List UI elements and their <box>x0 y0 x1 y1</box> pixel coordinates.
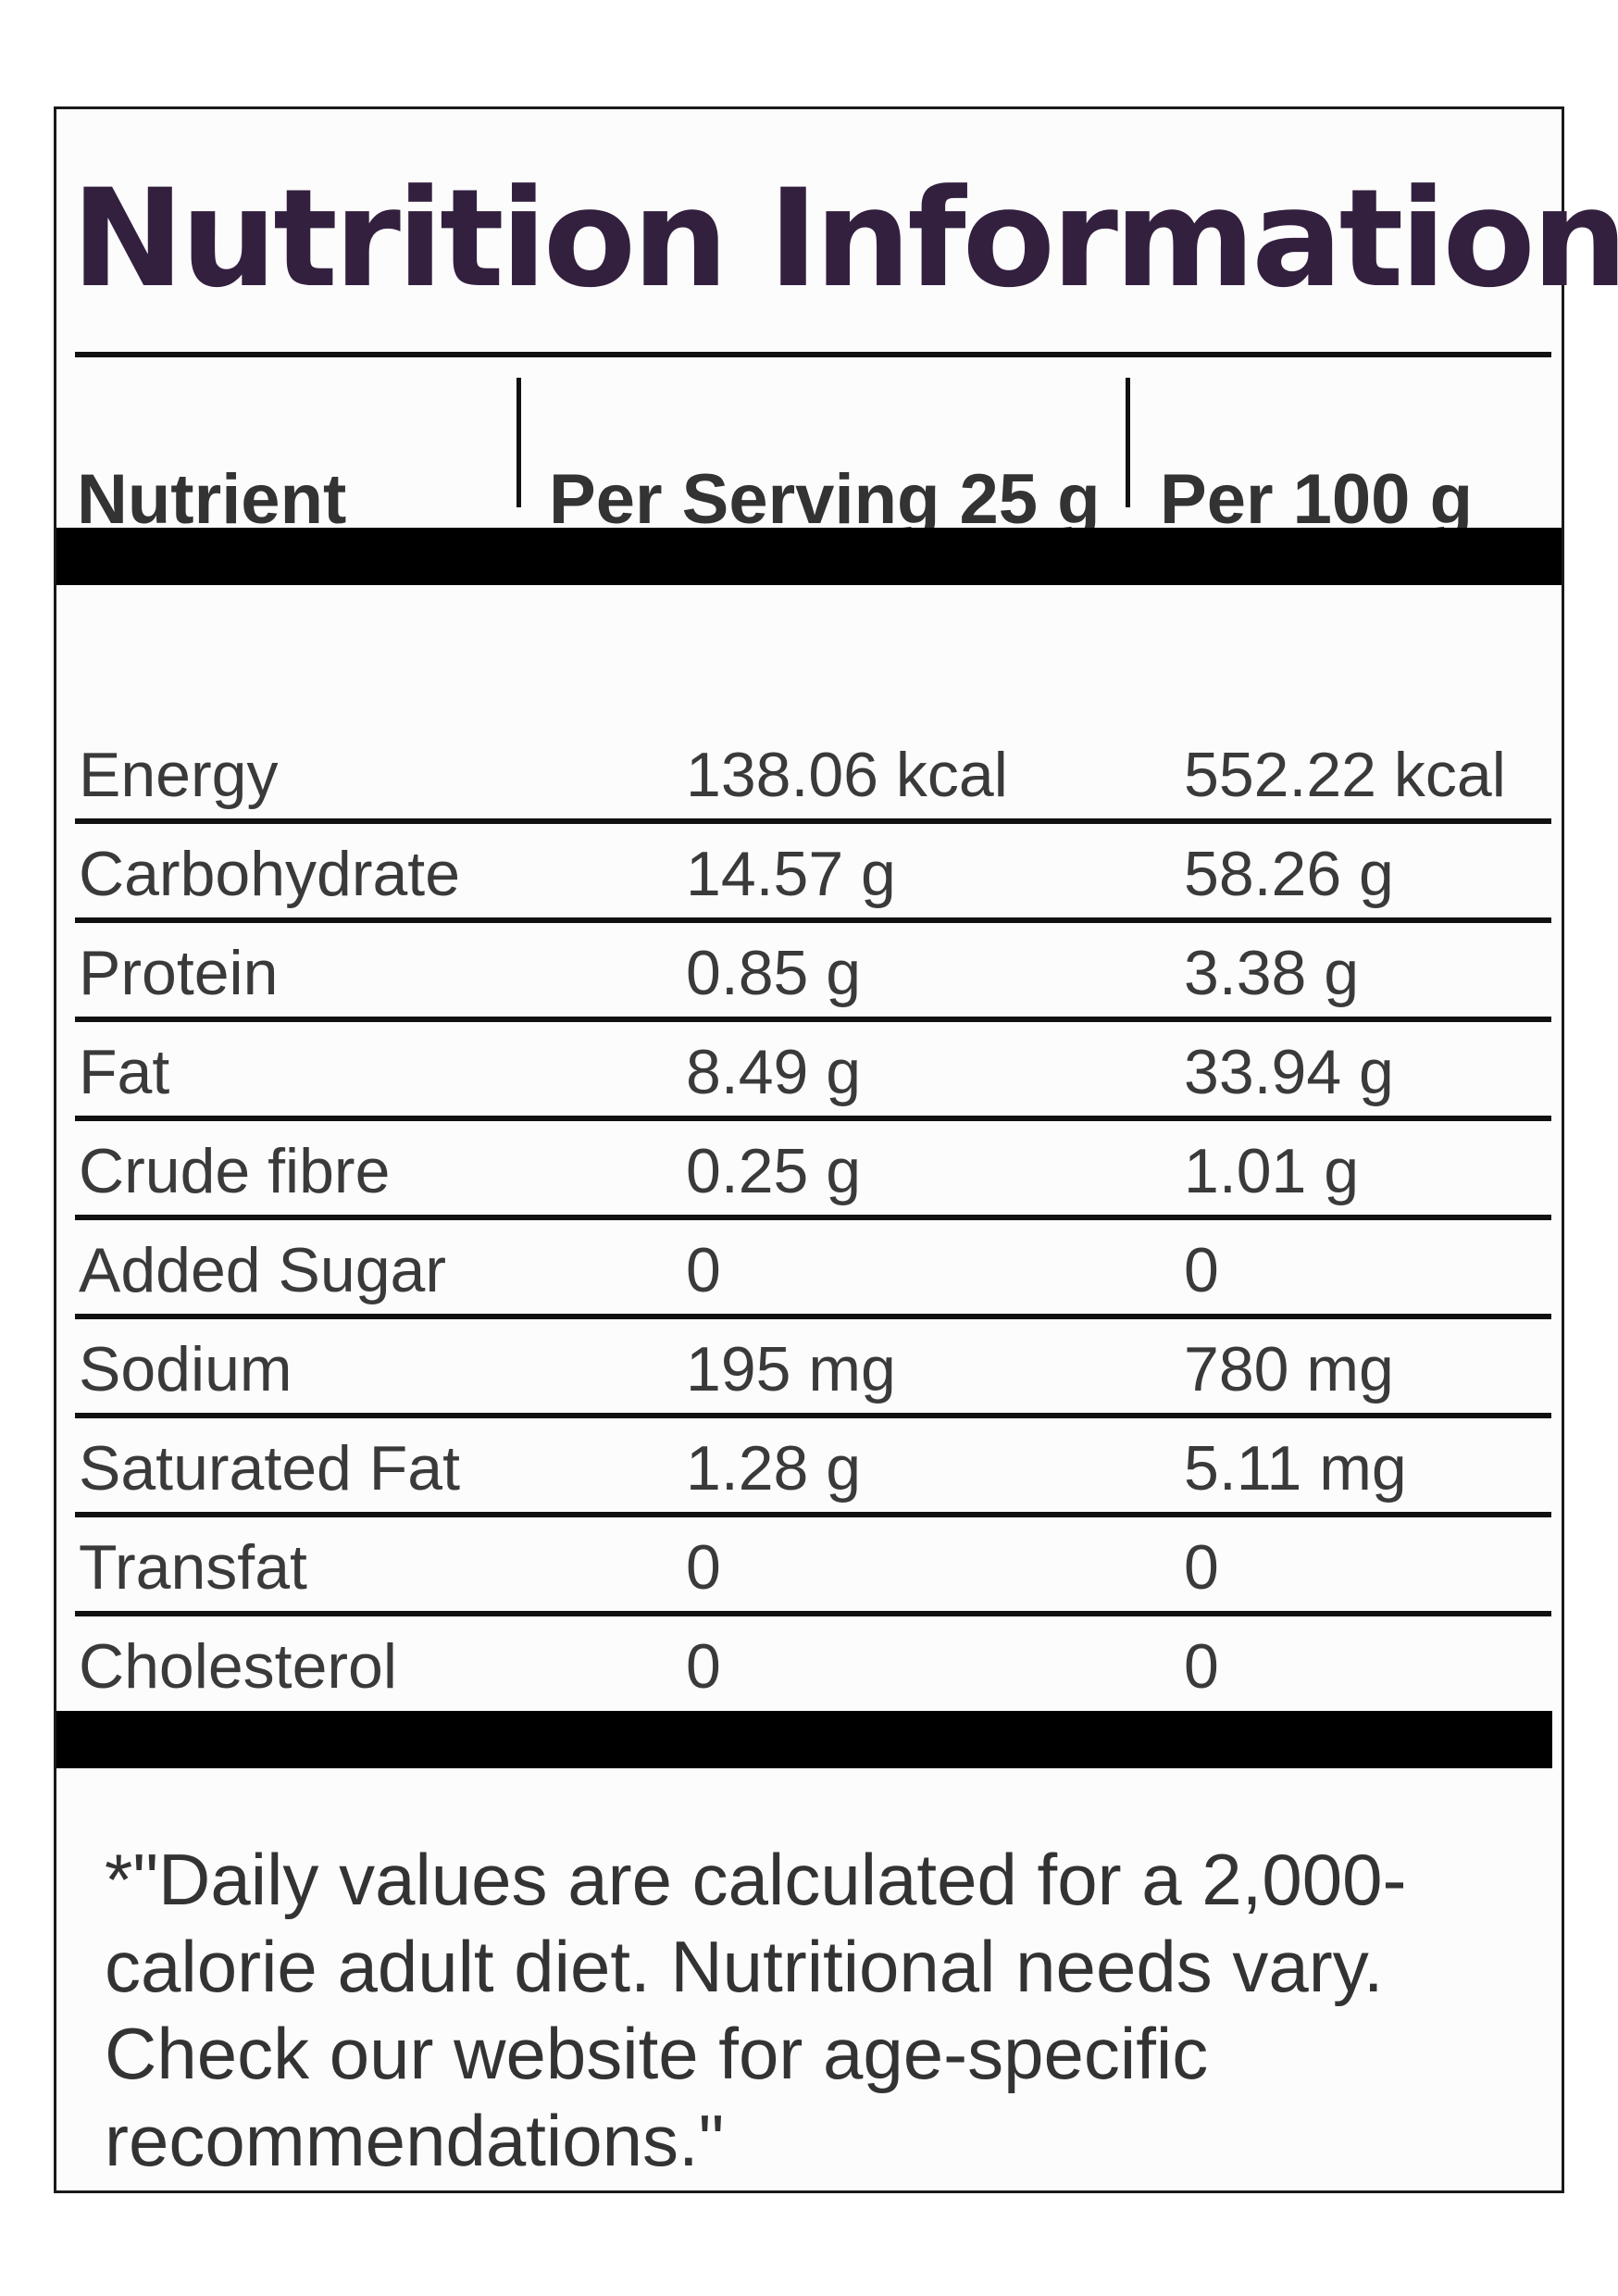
table-row: Protein 0.85 g 3.38 g <box>75 923 1551 1022</box>
per-serving-value: 14.57 g <box>686 839 896 909</box>
table-row: Carbohydrate 14.57 g 58.26 g <box>75 824 1551 923</box>
per-serving-value: 0 <box>686 1631 721 1702</box>
nutrition-panel: Nutrition Information Nutrient Per Servi… <box>54 106 1618 2193</box>
footnote: *"Daily values are calculated for a 2,00… <box>105 1839 1407 2181</box>
per-100g-value: 552.22 kcal <box>1184 740 1506 810</box>
table-row: Crude fibre 0.25 g 1.01 g <box>75 1121 1551 1220</box>
per-serving-value: 0.85 g <box>686 938 862 1008</box>
nutrient-name: Transfat <box>79 1532 307 1603</box>
per-serving-value: 195 mg <box>686 1334 896 1404</box>
header-per-100g: Per 100 g <box>1160 460 1473 539</box>
header-nutrient: Nutrient <box>77 460 347 539</box>
per-100g-value: 58.26 g <box>1184 839 1394 909</box>
nutrient-name: Carbohydrate <box>79 839 461 909</box>
per-100g-value: 0 <box>1184 1235 1219 1305</box>
nutrient-name: Energy <box>79 740 279 810</box>
footer-band <box>56 1711 1552 1768</box>
per-100g-value: 780 mg <box>1184 1334 1394 1404</box>
nutrient-name: Crude fibre <box>79 1136 391 1206</box>
nutrient-name: Protein <box>79 938 279 1008</box>
header-per-serving: Per Serving 25 g <box>549 460 1101 539</box>
per-100g-value: 0 <box>1184 1532 1219 1603</box>
nutrient-name: Added Sugar <box>79 1235 446 1305</box>
per-serving-value: 8.49 g <box>686 1037 862 1107</box>
table-row: Saturated Fat 1.28 g 5.11 mg <box>75 1418 1551 1517</box>
per-serving-value: 0 <box>686 1532 721 1603</box>
table-row: Fat 8.49 g 33.94 g <box>75 1022 1551 1121</box>
per-serving-value: 1.28 g <box>686 1433 862 1504</box>
header-separator <box>517 378 521 507</box>
table-row: Transfat 0 0 <box>75 1517 1551 1616</box>
nutrient-name: Sodium <box>79 1334 292 1404</box>
per-serving-value: 138.06 kcal <box>686 740 1008 810</box>
per-100g-value: 0 <box>1184 1631 1219 1702</box>
nutrient-name: Cholesterol <box>79 1631 397 1702</box>
nutrient-name: Saturated Fat <box>79 1433 461 1504</box>
page-title: Nutrition Information <box>71 160 1618 318</box>
per-100g-value: 33.94 g <box>1184 1037 1394 1107</box>
header-separator <box>1126 378 1130 507</box>
table-row: Energy 138.06 kcal 552.22 kcal <box>75 725 1551 824</box>
table-row: Added Sugar 0 0 <box>75 1220 1551 1319</box>
per-serving-value: 0 <box>686 1235 721 1305</box>
nutrient-name: Fat <box>79 1037 170 1107</box>
per-serving-value: 0.25 g <box>686 1136 862 1206</box>
header-band <box>56 528 1562 585</box>
table-row: Cholesterol 0 0 <box>75 1616 1551 1716</box>
per-100g-value: 1.01 g <box>1184 1136 1360 1206</box>
per-100g-value: 3.38 g <box>1184 938 1360 1008</box>
title-divider <box>75 352 1551 357</box>
table-row: Sodium 195 mg 780 mg <box>75 1319 1551 1418</box>
per-100g-value: 5.11 mg <box>1184 1433 1407 1504</box>
